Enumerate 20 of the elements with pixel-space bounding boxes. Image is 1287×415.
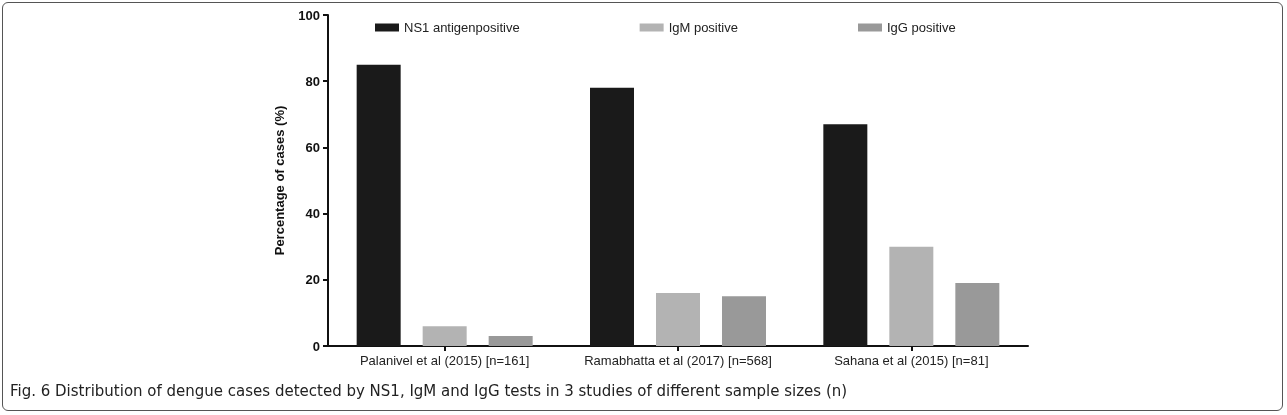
y-tick-label: 60 bbox=[305, 139, 320, 155]
x-tick-label: Palanivel et al (2015) [n=161] bbox=[359, 353, 530, 368]
bar bbox=[422, 326, 467, 346]
y-tick-label: 0 bbox=[312, 338, 320, 354]
x-tick-label: Ramabhatta et al (2017) [n=568] bbox=[584, 353, 772, 368]
bar bbox=[656, 293, 700, 346]
bar bbox=[722, 296, 766, 346]
caption: Fig. 6 Distribution of dengue cases detected by NS1, IgM and IgG tests in 3 studies of different sample sizes (n) bbox=[10, 382, 848, 400]
bar bbox=[889, 246, 934, 346]
y-tick-label: 20 bbox=[305, 272, 320, 288]
legend-label: IgG positive bbox=[886, 20, 956, 35]
y-tick-label: 100 bbox=[298, 7, 320, 23]
y-tick-label: 80 bbox=[305, 73, 320, 89]
bar bbox=[955, 283, 1000, 346]
x-tick-label: Sahana et al (2015) [n=81] bbox=[834, 353, 989, 368]
y-axis-title: Percentage of cases (%) bbox=[272, 105, 287, 256]
legend-label: NS1 antigenpositive bbox=[404, 20, 520, 35]
y-tick-label: 40 bbox=[305, 206, 320, 222]
bar bbox=[488, 336, 533, 346]
legend-label: IgM positive bbox=[668, 20, 738, 35]
